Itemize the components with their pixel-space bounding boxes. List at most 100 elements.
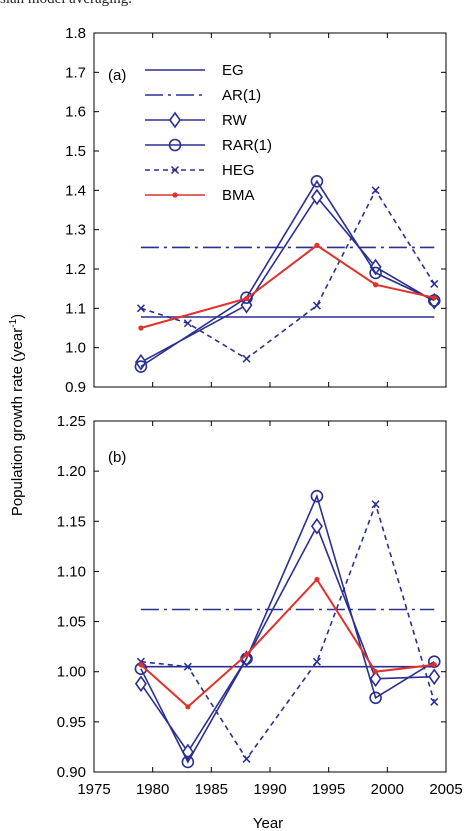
data-point [242,754,251,763]
series-rw [134,188,441,371]
legend-label: AR(1) [222,87,261,104]
series-line [140,524,435,754]
data-point [181,755,195,769]
data-point [310,174,324,188]
data-point [314,242,320,248]
y-tick-label: 1.8 [65,25,86,42]
legend-marker [172,192,178,198]
data-point [371,500,380,509]
y-tick-label: 0.9 [65,379,86,396]
data-point [134,360,148,373]
data-point [136,304,145,313]
data-point [369,691,382,705]
y-axis-label-close: ) [9,314,26,319]
data-point [312,657,321,666]
data-point [431,295,437,301]
data-point [431,662,437,668]
data-point [371,186,380,195]
x-tick-label: 1975 [77,781,110,798]
data-point [314,576,320,583]
data-point [240,291,253,305]
y-tick-label: 1.0 [65,340,86,357]
legend-item: HEG [145,162,255,179]
y-tick-label: 1.05 [57,614,86,631]
x-tick-label: 1985 [195,781,228,798]
data-point [428,668,441,686]
figure-caption: sian model averaging. [0,0,132,8]
data-point [310,188,323,206]
series-line [140,179,435,368]
data-point [243,652,250,658]
x-axis-label: Year [253,815,283,831]
series-bma [138,576,437,710]
x-tick-label: 1990 [253,781,286,798]
legend-item: RAR(1) [145,137,272,154]
legend-label: HEG [222,162,255,179]
x-tick-label: 1980 [136,781,169,798]
series-heg [136,500,439,763]
panel-a: 0.9 1.0 1.1 1.2 1.3 1.4 1.5 1.6 1.7 1.8 (a) [65,25,447,396]
y-tick-label: 1.1 [65,300,86,317]
series-line [140,577,435,709]
legend-item: EG [145,62,244,79]
series-rw [134,517,441,761]
series-line [140,188,435,360]
axes-frame [93,420,447,773]
axes-frame [93,32,447,388]
y-axis-label-superscript: -1 [8,318,19,327]
y-tick-label: 1.00 [57,664,86,681]
legend-marker [168,138,182,152]
y-tick-label: 1.5 [65,143,86,160]
y-tick-label: 1.10 [57,563,86,580]
legend: EG AR(1) RW RAR(1) HEG BMA [145,62,272,204]
data-point [310,489,324,503]
data-point [427,294,441,307]
legend-label: BMA [222,187,255,204]
y-tick-label: 1.7 [65,64,86,81]
y-tick-label: 1.6 [65,104,86,121]
data-point [373,669,379,675]
data-point [312,301,321,310]
series-line [140,501,436,761]
y-tick-label: 1.20 [57,463,86,480]
y-tick-label: 1.15 [57,513,86,530]
legend-label: RAR(1) [222,137,272,154]
data-point [369,266,382,280]
legend-item: RW [145,111,248,129]
y-tick-label: 1.25 [57,413,86,430]
x-tick-label: 2000 [371,781,404,798]
x-tick-label: 1995 [312,781,345,798]
series-rar1 [134,174,441,373]
data-point [242,354,251,363]
data-point [183,662,192,671]
data-point [430,279,439,288]
data-point [310,517,323,535]
legend-marker [170,165,180,175]
y-axis-label: Population growth rate (year-1) [8,314,26,516]
y-tick-label: 0.90 [57,764,86,781]
data-point [183,319,192,328]
data-point [134,675,147,693]
panel-label: (a) [108,67,126,84]
y-tick-label: 0.95 [57,714,86,731]
y-tick-label: 1.4 [65,182,86,199]
data-point [138,662,144,668]
panel-label: (b) [108,449,126,466]
legend-item: BMA [145,187,255,204]
data-point [430,697,439,706]
series-heg [136,186,439,363]
data-point [185,704,191,710]
legend-label: RW [222,112,248,129]
data-point [369,670,382,688]
y-tick-label: 1.3 [65,222,86,239]
data-point [243,295,250,302]
panel-b: 0.90 0.95 1.00 1.05 1.10 1.15 1.20 1.25 1975 1980… [57,413,463,798]
y-axis-label-main: Population growth rate (year [9,328,26,516]
legend-marker [169,111,181,129]
legend-item: AR(1) [145,87,261,104]
x-tick-label: 2005 [429,781,462,798]
y-tick-label: 1.2 [65,261,86,278]
legend-label: EG [222,62,244,79]
series-line [140,244,435,329]
